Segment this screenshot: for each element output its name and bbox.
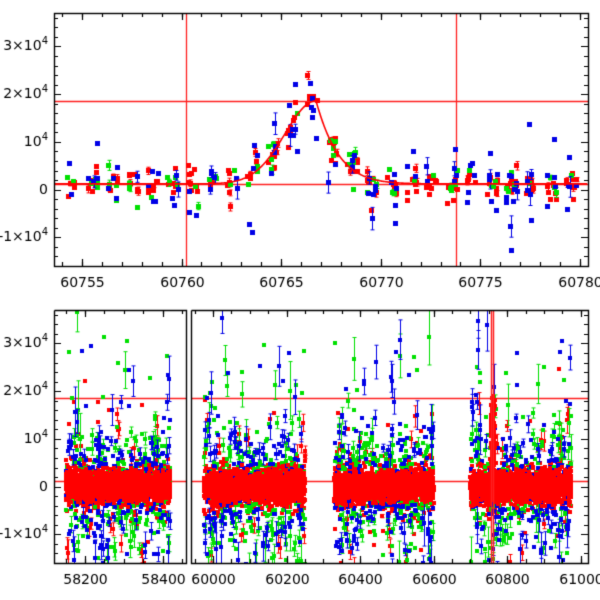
- scatter-plot-canvas: [0, 0, 600, 600]
- light-curve-figure: 60755 60780 58200 0: [0, 0, 600, 600]
